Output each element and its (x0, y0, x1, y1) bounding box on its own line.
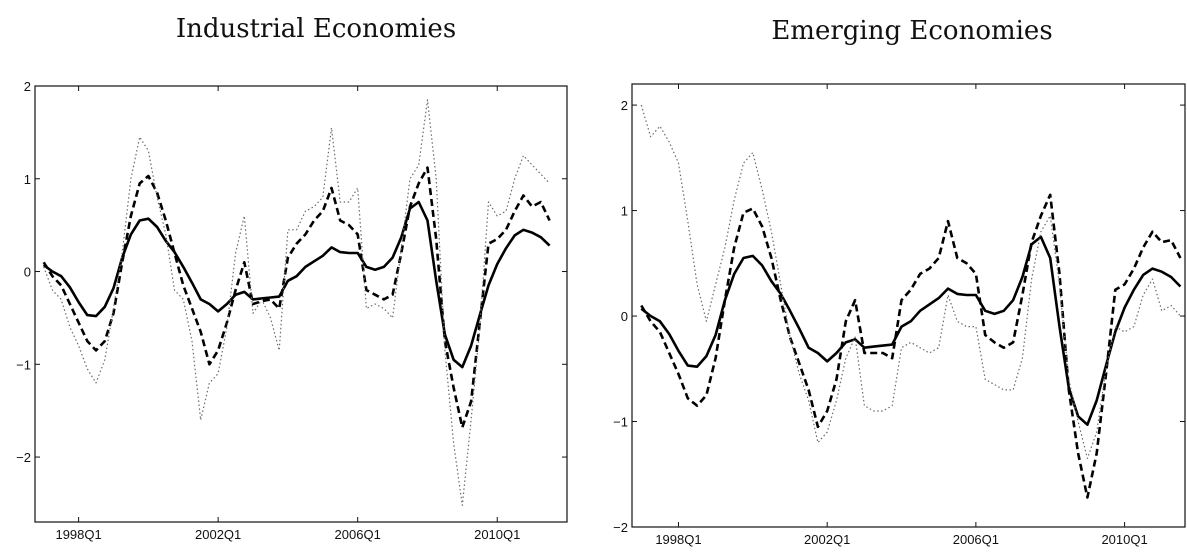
chart-title: Emerging Economies (771, 16, 1052, 46)
y-tick-label: −2 (613, 520, 628, 535)
plot-frame (631, 83, 1186, 528)
x-tick-label: 2010Q1 (474, 527, 520, 542)
x-tick-label: 2006Q1 (953, 532, 999, 547)
y-tick-label: 1 (24, 172, 31, 187)
chart-panel-1: Industrial Economies −2 −1 0 1 2 1998Q1 2002Q1 2… (16, 14, 568, 542)
plot-frame (34, 85, 568, 523)
y-tick-label: −2 (16, 450, 31, 465)
y-tick-label: 2 (621, 98, 628, 113)
y-tick-label: 0 (24, 265, 31, 280)
series-group (42, 99, 551, 506)
y-tick-label: −1 (16, 357, 31, 372)
series-line-solid (42, 200, 551, 369)
series-line-solid (640, 235, 1182, 427)
chart-title: Industrial Economies (176, 14, 456, 44)
y-tick-label: 1 (621, 204, 628, 219)
y-tick-label: 2 (24, 79, 31, 94)
x-tick-label: 2010Q1 (1101, 532, 1147, 547)
x-tick-label: 2006Q1 (335, 527, 381, 542)
x-tick-label: 2002Q1 (195, 527, 241, 542)
y-tick-label: 0 (621, 309, 628, 324)
chart-panel-2: Emerging Economies −2 −1 0 1 2 1998Q1 2002Q1 200… (613, 16, 1186, 547)
x-tick-label: 1998Q1 (55, 527, 101, 542)
x-tick-label: 1998Q1 (655, 532, 701, 547)
series-line-dashed (42, 166, 551, 429)
y-tick-label: −1 (613, 415, 628, 430)
series-line-dotted (640, 104, 1181, 459)
series-group (640, 104, 1182, 499)
series-line-dashed (640, 193, 1182, 499)
x-tick-label: 2002Q1 (804, 532, 850, 547)
series-line-dotted (43, 99, 551, 506)
